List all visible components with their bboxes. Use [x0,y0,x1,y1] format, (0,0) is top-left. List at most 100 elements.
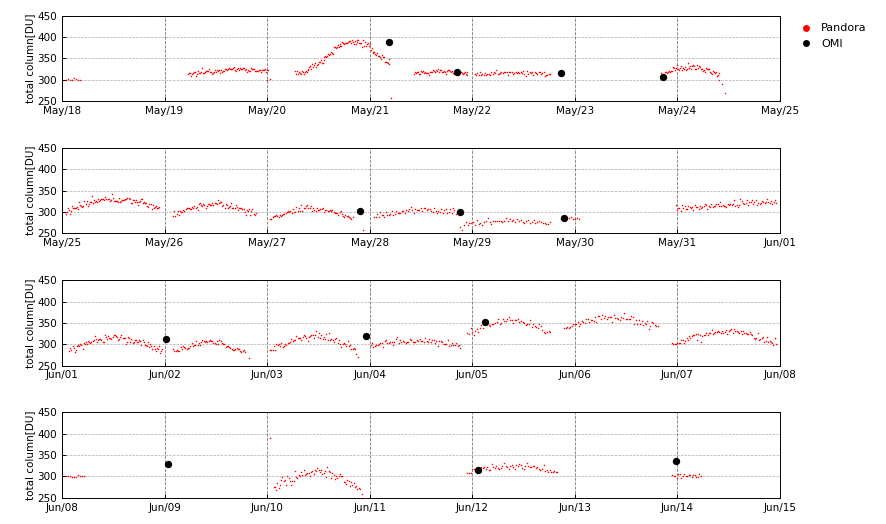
Point [541,468,556,476]
Point [557,323,571,332]
Point [336,212,350,220]
Point [376,211,390,219]
Point [206,339,221,347]
Point [385,338,399,346]
Point [88,198,102,206]
Point [237,346,251,355]
Point [328,43,342,52]
Point [403,335,417,344]
Point [423,68,437,76]
Point [98,193,113,202]
Point [135,195,149,203]
Point [514,216,528,224]
Point [691,330,705,339]
Point [715,326,729,335]
Point [177,206,191,215]
Point [245,64,259,73]
Point [678,337,692,345]
Point [105,193,120,202]
Point [227,204,241,212]
Point [614,313,628,322]
Point [259,68,273,77]
Point [264,215,278,223]
Point [494,463,508,472]
Point [128,196,143,204]
Point [198,204,213,212]
Point [291,208,305,216]
Point [363,46,377,54]
Point [222,63,236,72]
Point [677,339,691,347]
Point [279,481,293,489]
Point [522,319,536,328]
Point [764,337,778,346]
Point [687,205,701,214]
Point [286,205,300,213]
Point [480,463,494,472]
Point [596,314,610,322]
Point [318,206,332,214]
Point [65,76,79,84]
Point [560,214,574,223]
Point [613,316,627,324]
Point [82,198,97,206]
Point [541,326,556,335]
Point [199,67,214,75]
Point [575,317,589,325]
Point [673,61,688,70]
Point [252,66,266,74]
Point [407,209,421,217]
Point [751,199,766,207]
Point [284,481,299,489]
Point [68,473,82,481]
Point [217,204,231,212]
Point [539,71,553,79]
Point [173,206,187,215]
Point [514,316,528,325]
Point [317,208,331,216]
Point [719,203,734,211]
Point [325,49,339,58]
Point [471,464,486,473]
Point [206,68,221,76]
Point [117,195,131,204]
Point [338,211,353,219]
Point [328,209,342,217]
Point [60,204,74,212]
Point [375,211,389,219]
Point [669,64,683,72]
Point [76,339,90,347]
Point [457,68,471,76]
Point [450,342,464,351]
Point [253,66,267,74]
Point [541,70,556,78]
Point [316,333,330,341]
Point [426,335,440,344]
Point [627,320,641,328]
Point [439,205,453,213]
Point [205,337,219,345]
Point [325,469,339,477]
Point [307,61,322,69]
Point [243,211,257,219]
Point [302,333,316,342]
Point [750,334,764,342]
Point [315,59,330,67]
Point [302,62,316,71]
Point [377,213,392,222]
Point [194,338,208,346]
Point [251,67,265,75]
Point [112,194,126,203]
Point [188,341,202,349]
Point [105,190,119,198]
Point [146,203,160,212]
Point [377,337,392,346]
Point [486,320,501,329]
Point [187,341,201,350]
Point [346,481,360,489]
Point [408,69,423,77]
Point [463,324,478,332]
Point [699,329,713,337]
Point [702,66,716,74]
Point [400,206,415,215]
